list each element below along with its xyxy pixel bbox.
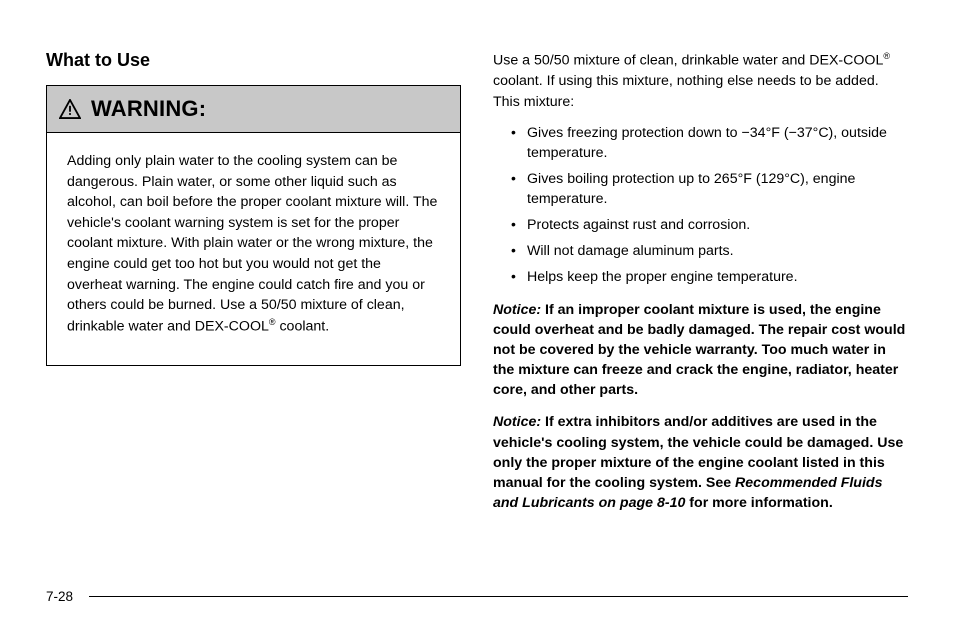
two-column-layout: What to Use WARNING: Adding only plain w… xyxy=(46,50,908,525)
notice-paragraph: Notice: If extra inhibitors and/or addit… xyxy=(493,412,908,513)
page: What to Use WARNING: Adding only plain w… xyxy=(0,0,954,638)
intro-text-post: coolant. If using this mixture, nothing … xyxy=(493,73,879,110)
intro-paragraph: Use a 50/50 mixture of clean, drinkable … xyxy=(493,50,908,113)
list-item: Protects against rust and corrosion. xyxy=(493,215,908,235)
warning-triangle-icon xyxy=(59,99,81,119)
list-item: Will not damage aluminum parts. xyxy=(493,241,908,261)
registered-symbol: ® xyxy=(269,317,276,327)
bullet-list: Gives freezing protection down to −34°F … xyxy=(493,123,908,288)
list-item: Gives freezing protection down to −34°F … xyxy=(493,123,908,163)
section-heading: What to Use xyxy=(46,50,461,71)
page-number: 7-28 xyxy=(46,589,73,604)
list-item: Gives boiling protection up to 265°F (12… xyxy=(493,169,908,209)
intro-text-pre: Use a 50/50 mixture of clean, drinkable … xyxy=(493,53,883,69)
warning-body: Adding only plain water to the cooling s… xyxy=(47,133,460,365)
warning-text-pre: Adding only plain water to the cooling s… xyxy=(67,153,437,334)
warning-title: WARNING: xyxy=(91,96,206,122)
notice-text-post: for more information. xyxy=(685,495,832,511)
registered-symbol: ® xyxy=(883,51,890,61)
list-item: Helps keep the proper engine temperature… xyxy=(493,267,908,287)
left-column: What to Use WARNING: Adding only plain w… xyxy=(46,50,461,525)
right-column: Use a 50/50 mixture of clean, drinkable … xyxy=(493,50,908,525)
warning-text-post: coolant. xyxy=(276,318,330,334)
notice-label: Notice: xyxy=(493,302,541,318)
notice-label: Notice: xyxy=(493,414,541,430)
page-footer: 7-28 xyxy=(46,589,908,604)
notice-paragraph: Notice: If an improper coolant mixture i… xyxy=(493,300,908,401)
warning-box: WARNING: Adding only plain water to the … xyxy=(46,85,461,366)
footer-rule xyxy=(89,596,908,597)
notice-text: If an improper coolant mixture is used, … xyxy=(493,302,905,399)
warning-header: WARNING: xyxy=(47,86,460,133)
